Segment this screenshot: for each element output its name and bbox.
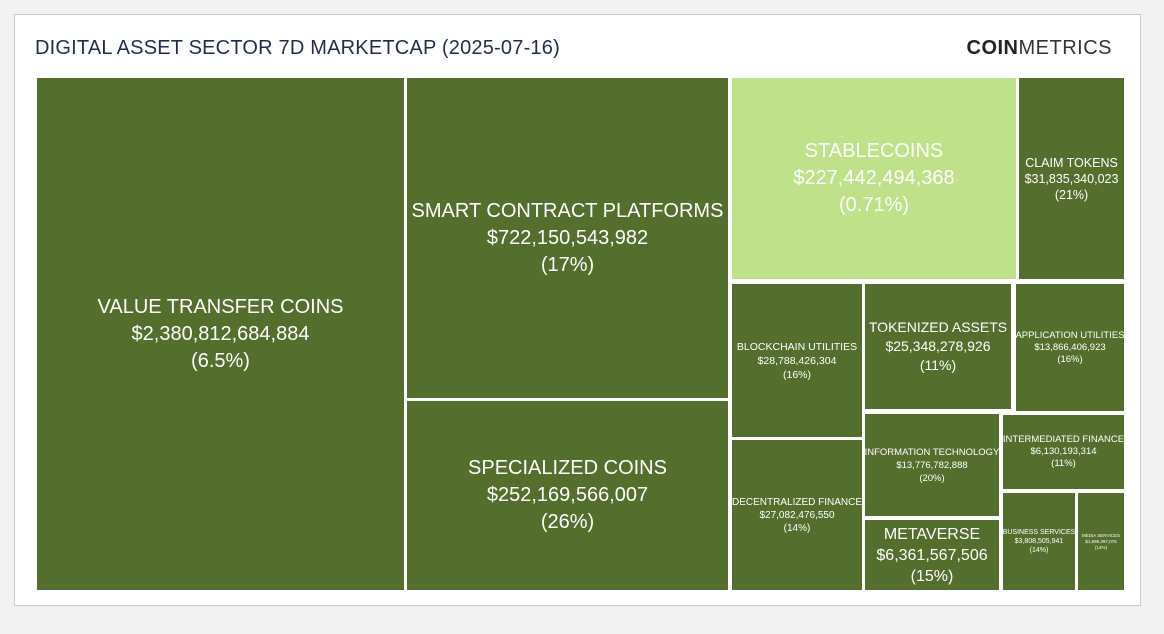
tile-name: STABLECOINS (804, 140, 944, 162)
tile-change: (26%) (540, 511, 595, 533)
tile-change: (16%) (1057, 353, 1083, 365)
tile-value: $27,082,476,550 (759, 509, 835, 521)
treemap-tile-value-transfer-coins[interactable]: VALUE TRANSFER COINS $2,380,812,684,884 (6… (37, 78, 404, 590)
tile-name: VALUE TRANSFER COINS (97, 295, 344, 318)
treemap: VALUE TRANSFER COINS $2,380,812,684,884 (6… (37, 78, 1124, 590)
chart-card: DIGITAL ASSET SECTOR 7D MARKETCAP (2025-… (14, 14, 1141, 606)
tile-value: $1,595,297,076 (1085, 538, 1117, 544)
treemap-tile-tokenized-assets[interactable]: TOKENIZED ASSETS $25,348,278,926 (11%) (865, 284, 1011, 409)
tile-change: (17%) (540, 253, 595, 276)
tile-change: (14%) (1094, 544, 1107, 550)
treemap-tile-metaverse[interactable]: METAVERSE $6,361,567,506 (15%) (865, 520, 999, 590)
tile-value: $28,788,426,304 (757, 354, 837, 367)
tile-name: INFORMATION TECHNOLOGY (865, 446, 999, 458)
tile-name: BLOCKCHAIN UTILITIES (736, 340, 858, 353)
treemap-tile-blockchain-utilities[interactable]: BLOCKCHAIN UTILITIES $28,788,426,304 (16%) (732, 284, 862, 437)
tile-name: TOKENIZED ASSETS (868, 319, 1008, 335)
treemap-tile-stablecoins[interactable]: STABLECOINS $227,442,494,368 (0.71%) (732, 78, 1016, 279)
tile-change: (11%) (1051, 458, 1076, 469)
tile-value: $13,776,782,888 (896, 459, 968, 471)
tile-change: (11%) (919, 357, 957, 373)
treemap-tile-specialized-coins[interactable]: SPECIALIZED COINS $252,169,566,007 (26%) (407, 401, 728, 590)
tile-change: (20%) (919, 472, 945, 484)
tile-value: $3,808,505,941 (1014, 538, 1064, 545)
tile-change: (16%) (782, 368, 811, 381)
tile-name: SPECIALIZED COINS (468, 457, 667, 479)
tile-value: $2,380,812,684,884 (131, 322, 310, 345)
tile-name: APPLICATION UTILITIES (1016, 329, 1124, 341)
tile-value: $722,150,543,982 (486, 226, 649, 249)
brand-logo: COINMETRICS (967, 37, 1113, 60)
tile-value: $13,866,406,923 (1034, 341, 1106, 353)
tile-value: $227,442,494,368 (793, 167, 955, 189)
brand-logo-regular: METRICS (1018, 37, 1112, 59)
tile-name: SMART CONTRACT PLATFORMS (411, 199, 724, 222)
tile-name: DECENTRALIZED FINANCE (732, 496, 862, 508)
tile-change: (6.5%) (191, 349, 250, 372)
tile-name: CLAIM TOKENS (1025, 155, 1118, 170)
treemap-tile-application-utilities[interactable]: APPLICATION UTILITIES $13,866,406,923 (16%… (1016, 284, 1124, 411)
treemap-tile-business-services[interactable]: BUSINESS SERVICES $3,808,505,941 (14%) (1003, 493, 1075, 590)
tile-change: (14%) (783, 522, 811, 534)
treemap-tile-claim-tokens[interactable]: CLAIM TOKENS $31,835,340,023 (21%) (1019, 78, 1124, 279)
treemap-tile-media-services[interactable]: MEDIA SERVICES $1,595,297,076 (14%) (1078, 493, 1124, 590)
tile-value: $6,130,193,314 (1030, 446, 1097, 457)
tile-change: (21%) (1054, 187, 1089, 202)
tile-name: METAVERSE (883, 525, 981, 543)
tile-name: MEDIA SERVICES (1082, 532, 1120, 538)
brand-logo-bold: COIN (966, 37, 1019, 59)
treemap-tile-decentralized-finance[interactable]: DECENTRALIZED FINANCE $27,082,476,550 (14%… (732, 440, 862, 590)
treemap-tile-smart-contract-platforms[interactable]: SMART CONTRACT PLATFORMS $722,150,543,982… (407, 78, 728, 398)
tile-name: INTERMEDIATED FINANCE (1003, 434, 1124, 445)
tile-value: $6,361,567,506 (876, 546, 988, 564)
tile-change: (14%) (1029, 547, 1049, 554)
tile-value: $25,348,278,926 (885, 338, 991, 354)
chart-title: DIGITAL ASSET SECTOR 7D MARKETCAP (2025-… (35, 37, 560, 59)
tile-value: $252,169,566,007 (486, 484, 649, 506)
tile-name: BUSINESS SERVICES (1003, 529, 1075, 536)
treemap-tile-intermediated-finance[interactable]: INTERMEDIATED FINANCE $6,130,193,314 (11%) (1003, 415, 1124, 489)
tile-change: (15%) (910, 567, 954, 585)
tile-value: $31,835,340,023 (1024, 171, 1119, 186)
treemap-tile-information-technology[interactable]: INFORMATION TECHNOLOGY $13,776,782,888 (20… (865, 414, 999, 516)
tile-change: (0.71%) (838, 194, 910, 216)
